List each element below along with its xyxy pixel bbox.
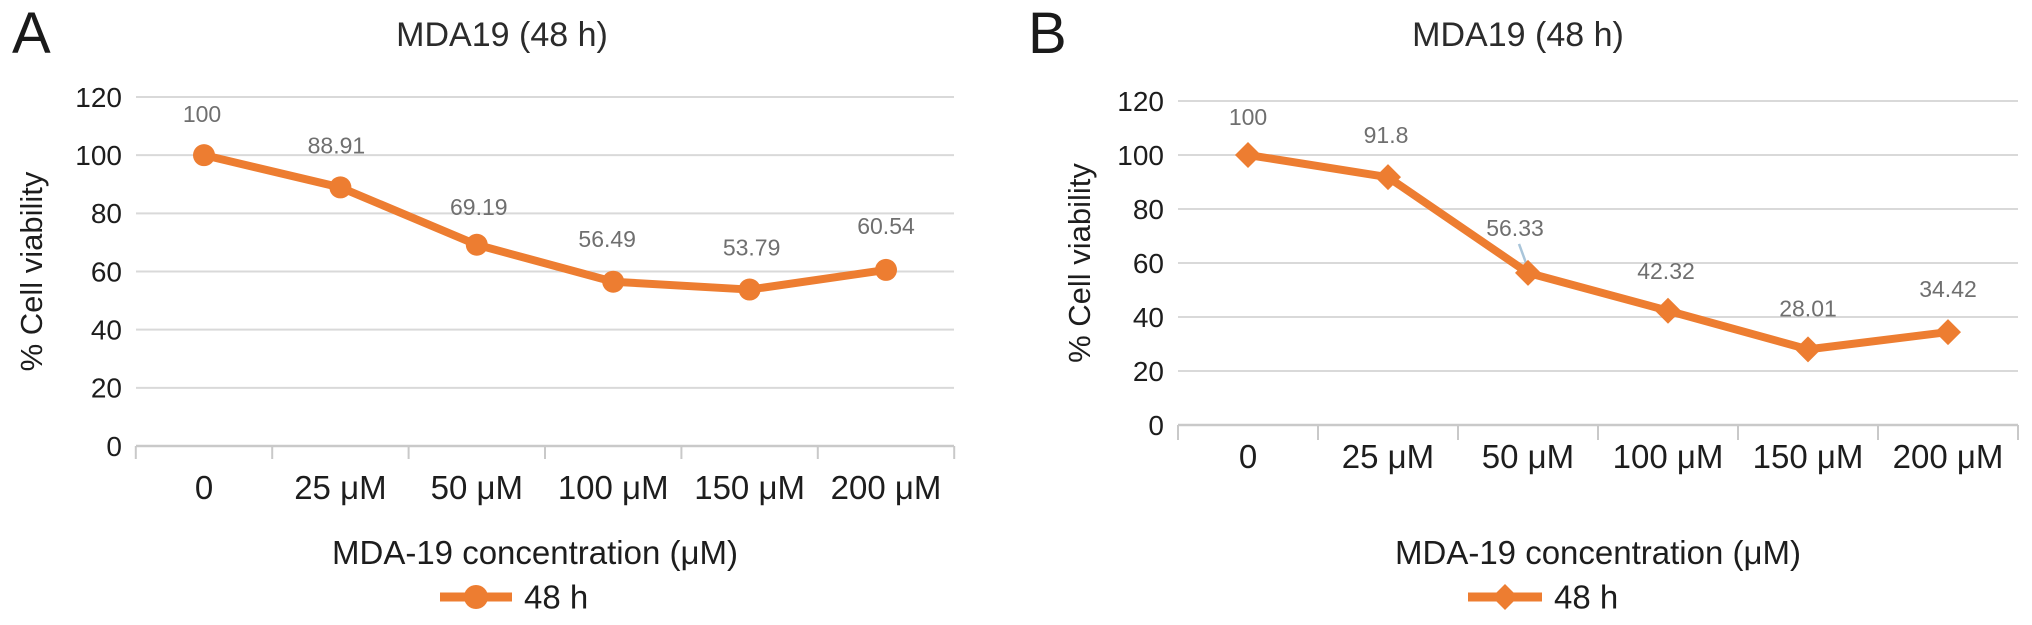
data-label: 100 [1229,104,1267,130]
data-label: 56.33 [1486,215,1544,241]
y-tick-label: 60 [91,256,122,287]
data-point-marker [738,278,761,301]
data-label: 91.8 [1364,122,1409,148]
x-tick-label: 200 μM [831,469,942,506]
x-tick-label: 150 μM [1753,438,1864,475]
chart-title: MDA19 (48 h) [396,16,608,54]
x-tick-label: 200 μM [1893,438,2004,475]
series-line [200,151,890,294]
x-tick-label: 50 μM [1482,438,1574,475]
y-tick-label: 20 [91,373,122,404]
data-point-marker [465,233,488,256]
x-axis-title: MDA-19 concentration (μM) [332,534,738,571]
data-label: 69.19 [450,194,508,220]
panel-b: B MDA19 (48 h) 120 100 80 60 40 20 0 % Cell viab… [1016,0,2032,625]
x-tick-label: 25 μM [1342,438,1434,475]
chart-title: MDA19 (48 h) [1412,16,1624,54]
y-tick-label: 120 [1117,86,1164,117]
y-tick-label: 40 [1133,302,1164,333]
data-point-marker [1655,297,1681,324]
line-chart-a: MDA19 (48 h) 120 100 80 60 40 20 0 % Cell viabil… [14,16,956,616]
line-chart-b: MDA19 (48 h) 120 100 80 60 40 20 0 % Cell viabil… [1062,16,2019,616]
data-point-marker [875,258,897,281]
x-tick-label: 0 [1239,438,1257,475]
data-label: 88.91 [308,132,366,158]
data-label: 42.32 [1637,258,1695,284]
x-axis-title: MDA-19 concentration (μM) [1395,534,1801,571]
data-point-marker [1795,336,1821,363]
data-label: 56.49 [578,226,636,252]
data-point-marker [602,270,625,293]
x-tick-label: 0 [195,469,213,506]
y-tick-label: 100 [1117,140,1164,171]
legend-label: 48 h [524,579,588,616]
y-tick-label: 120 [75,82,122,113]
x-tick-label: 150 μM [694,469,805,506]
data-point-marker [1375,164,1401,191]
panel-b-letter: B [1028,1,1067,66]
y-axis-title: % Cell viability [1062,163,1097,363]
y-axis-title: % Cell viability [14,171,49,371]
x-tick-label: 50 μM [431,469,523,506]
data-point-marker [329,176,352,199]
data-point-marker [1935,319,1961,346]
legend-marker [1492,584,1518,610]
x-tick-label: 100 μM [1613,438,1724,475]
series-line [1244,151,1952,354]
x-tick-label: 25 μM [294,469,386,506]
panel-a-letter: A [12,1,51,66]
panel-a: A MDA19 (48 h) 120 100 80 60 40 20 0 % Cell viab… [12,1,956,616]
y-tick-label: 80 [91,198,122,229]
y-tick-label: 0 [1148,410,1164,441]
data-label: 34.42 [1919,276,1977,302]
y-tick-label: 80 [1133,194,1164,225]
data-point-marker [193,144,215,167]
data-label-leader-line [1517,243,1528,264]
y-tick-label: 0 [106,431,122,462]
y-tick-label: 40 [91,314,122,345]
data-point-marker [1515,259,1541,286]
y-tick-label: 60 [1133,248,1164,279]
data-label: 100 [183,101,221,127]
legend-label: 48 h [1554,579,1618,616]
data-point-marker [1235,142,1261,168]
x-tick-label: 100 μM [558,469,669,506]
y-tick-label: 20 [1133,356,1164,387]
data-label: 28.01 [1779,295,1837,321]
data-label: 53.79 [723,235,781,261]
legend-marker [464,585,488,609]
data-label: 60.54 [857,213,915,239]
y-tick-label: 100 [75,140,122,171]
